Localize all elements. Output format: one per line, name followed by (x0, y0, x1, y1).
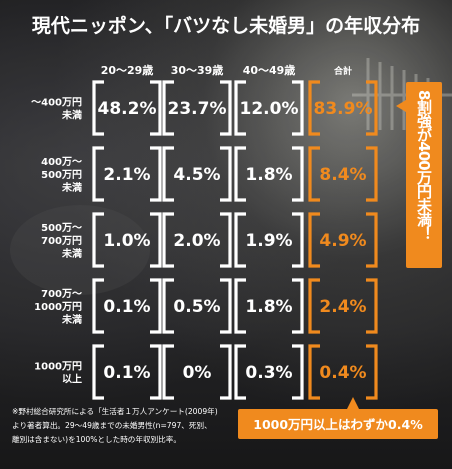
bottom-callout-box (238, 409, 438, 439)
footnote: ※野村総合研究所による「生活者１万人アンケート(2009年) より著者算出。29〜… (12, 406, 218, 444)
cell-bracket-right (150, 344, 162, 400)
cell-bracket-right (220, 146, 232, 202)
cell-bracket-right (292, 278, 304, 334)
cell-bracket-right (220, 344, 232, 400)
row-label: 1000万円 (34, 361, 82, 373)
cell-bracket-left (92, 80, 104, 136)
column-header: 合計 (334, 65, 352, 77)
cell-bracket-left (92, 146, 104, 202)
bottom-callout-arrow (347, 397, 359, 409)
row-label: 500万円 (41, 169, 82, 181)
footnote-line: 離別は含まない)を100%とした時の年収別比率。 (12, 434, 181, 444)
row-label: 〜400万円 (31, 97, 82, 109)
vertical-callout-arrow (396, 100, 406, 112)
total-value: 8.4% (319, 165, 366, 185)
cell-bracket-left (92, 344, 104, 400)
cell-value: 4.5% (173, 165, 220, 185)
row-label: 未満 (61, 313, 82, 326)
row-label: 未満 (61, 181, 82, 194)
cell-bracket-left (162, 146, 174, 202)
cell-bracket-right (366, 278, 378, 334)
column-header: 20〜29歳 (101, 63, 154, 77)
total-value: 0.4% (319, 363, 366, 383)
bottom-callout: 1000万円以上はわずか0.4% (238, 397, 438, 439)
row-label: 以上 (62, 373, 82, 386)
cell-bracket-left (92, 278, 104, 334)
cell-bracket-right (220, 278, 232, 334)
cell-bracket-left (308, 344, 320, 400)
column-headers: 20〜29歳 30〜39歳 40〜49歳 合計 (101, 63, 352, 77)
row-label: 未満 (61, 109, 82, 122)
cell-bracket-left (308, 212, 320, 268)
cell-bracket-left (234, 344, 246, 400)
cell-bracket-left (92, 212, 104, 268)
cell-bracket-left (162, 344, 174, 400)
row-label: 500万〜 (41, 222, 82, 234)
cell-bracket-left (308, 278, 320, 334)
vertical-callout: 8割強が400万円未満！ (396, 82, 442, 268)
total-value: 4.9% (319, 231, 366, 251)
cell-bracket-right (366, 212, 378, 268)
row-label: 700万〜 (41, 288, 82, 300)
footnote-line: ※野村総合研究所による「生活者１万人アンケート(2009年) (12, 406, 218, 416)
cell-bracket-right (366, 80, 378, 136)
cell-value: 48.2% (98, 99, 157, 119)
cell-value: 12.0% (240, 99, 299, 119)
cell-bracket-right (292, 146, 304, 202)
cell-bracket-right (220, 212, 232, 268)
vertical-callout-text: 8割強が400万円未満！ (415, 90, 433, 240)
column-header: 40〜49歳 (243, 63, 296, 77)
total-value: 83.9% (314, 99, 373, 119)
cell-value: 0% (183, 363, 212, 383)
cell-value: 0.1% (103, 363, 150, 383)
cell-bracket-right (292, 80, 304, 136)
row-label: 700万円 (41, 235, 82, 247)
row-label: 未満 (61, 247, 82, 260)
row-labels: 〜400万円未満400万〜500万円未満500万〜700万円未満700万〜100… (31, 97, 82, 386)
row-label: 1000万円 (34, 301, 82, 313)
vertical-callout-box (406, 82, 442, 268)
cell-bracket-right (150, 146, 162, 202)
cell-value: 1.9% (245, 231, 292, 251)
chart-title: 現代ニッポン、「バツなし未婚男」の年収分布 (32, 14, 420, 37)
cell-value: 1.8% (245, 297, 292, 317)
cell-bracket-right (220, 80, 232, 136)
cell-bracket-right (150, 278, 162, 334)
data-cells: 48.2% 23.7% 12.0% 83.9% 2.1% 4.5% 1.8% 8.4% 1.0%… (92, 80, 378, 400)
cell-bracket-left (234, 80, 246, 136)
cell-value: 0.5% (173, 297, 220, 317)
total-value: 2.4% (319, 297, 366, 317)
cell-value: 1.0% (103, 231, 150, 251)
cell-bracket-right (292, 344, 304, 400)
cell-value: 0.1% (103, 297, 150, 317)
row-label: 400万〜 (41, 156, 82, 168)
cell-bracket-left (162, 212, 174, 268)
cell-value: 2.0% (173, 231, 220, 251)
cell-bracket-left (308, 146, 320, 202)
column-header: 30〜39歳 (171, 63, 224, 77)
cell-bracket-left (162, 80, 174, 136)
cell-bracket-left (308, 80, 320, 136)
footnote-line: より著者算出。29〜49歳までの未婚男性(n=797、死別、 (12, 420, 212, 430)
cell-value: 2.1% (103, 165, 150, 185)
cell-bracket-right (292, 212, 304, 268)
cell-value: 0.3% (245, 363, 292, 383)
cell-bracket-left (234, 278, 246, 334)
cell-bracket-left (234, 212, 246, 268)
cell-bracket-right (366, 344, 378, 400)
cell-value: 23.7% (168, 99, 227, 119)
cell-bracket-left (234, 146, 246, 202)
cell-bracket-right (150, 80, 162, 136)
cell-bracket-right (366, 146, 378, 202)
vertical-callout-label: 8割強が400万円未満！ (415, 90, 433, 240)
cell-bracket-right (150, 212, 162, 268)
cell-bracket-left (162, 278, 174, 334)
bottom-callout-text: 1000万円以上はわずか0.4% (253, 417, 423, 432)
cell-value: 1.8% (245, 165, 292, 185)
